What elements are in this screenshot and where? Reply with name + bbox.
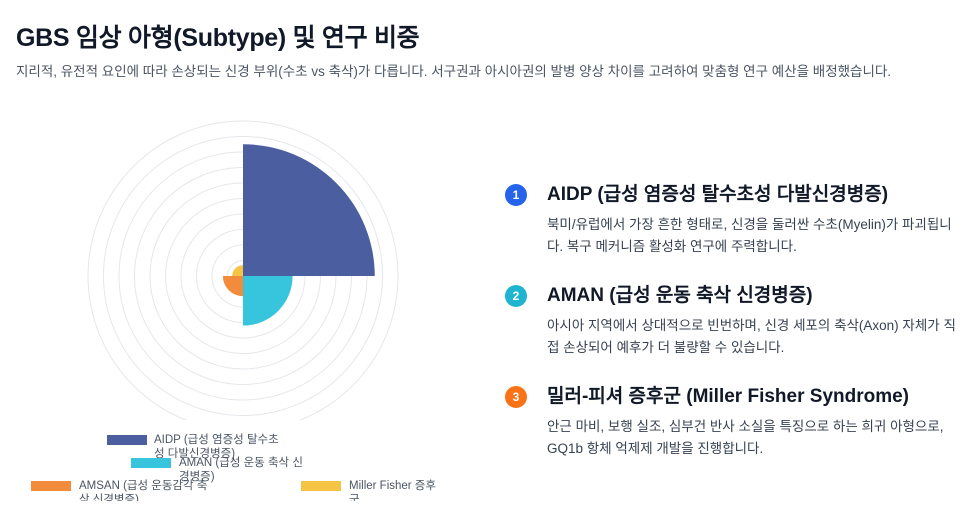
item-number-badge: 2 — [505, 285, 527, 307]
polar-slice-1[interactable] — [243, 144, 375, 276]
legend-label[interactable]: Miller Fisher 증후군 — [349, 480, 436, 501]
legend-swatch[interactable] — [301, 481, 341, 491]
item-description: 아시아 지역에서 상대적으로 빈번하며, 신경 세포의 축삭(Axon) 자체가… — [547, 318, 956, 355]
legend-swatch[interactable] — [131, 458, 171, 468]
item-number-badge: 1 — [505, 184, 527, 206]
item-title: 밀러-피셔 증후군 (Miller Fisher Syndrome) — [547, 386, 910, 407]
item-description: 북미/유럽에서 가장 흔한 형태로, 신경을 둘러싼 수초(Myelin)가 파… — [547, 217, 952, 254]
subtype-list: 1 AIDP (급성 염증성 탈수초성 다발신경병증) 북미/유럽에서 가장 흔한 … — [503, 178, 958, 481]
polar-slice-4[interactable] — [232, 265, 243, 276]
page-title: GBS 임상 아형(Subtype) 및 연구 비중 — [16, 24, 420, 52]
item-number-badge: 3 — [505, 386, 527, 408]
item-description: 안근 마비, 보행 실조, 심부건 반사 소실을 특징으로 하는 희귀 아형으로… — [547, 419, 944, 456]
item-title: AIDP (급성 염증성 탈수초성 다발신경병증) — [547, 184, 889, 205]
grid-ring — [103, 136, 383, 416]
legend-swatch[interactable] — [107, 435, 147, 445]
legend-label[interactable]: AIDP (급성 염증성 탈수초성 다발신경병증) — [154, 434, 279, 460]
legend-label[interactable]: AMSAN (급성 운동감각 축삭 신경병증) — [79, 480, 208, 501]
subtype-item: 3 밀러-피셔 증후군 (Miller Fisher Syndrome) 안근 마비… — [503, 380, 958, 460]
page-subtitle: 지리적, 유전적 요인에 따라 손상되는 신경 부위(수초 vs 축삭)가 다릅… — [16, 64, 892, 79]
polar-chart-svg — [87, 120, 399, 432]
legend-swatch[interactable] — [31, 481, 71, 491]
polar-slice-3[interactable] — [222, 276, 243, 297]
polar-slice-2[interactable] — [243, 276, 293, 326]
subtype-item: 2 AMAN (급성 운동 축삭 신경병증) 아시아 지역에서 상대적으로 빈번하며… — [503, 279, 958, 359]
item-title: AMAN (급성 운동 축삭 신경병증) — [547, 285, 813, 306]
legend-label[interactable]: AMAN (급성 운동 축삭 신경병증) — [179, 457, 303, 483]
polar-area-chart: AIDP (급성 염증성 탈수초성 다발신경병증) AMAN (급성 운동 축삭 … — [0, 120, 490, 520]
subtype-item: 1 AIDP (급성 염증성 탈수초성 다발신경병증) 북미/유럽에서 가장 흔한 … — [503, 178, 958, 258]
